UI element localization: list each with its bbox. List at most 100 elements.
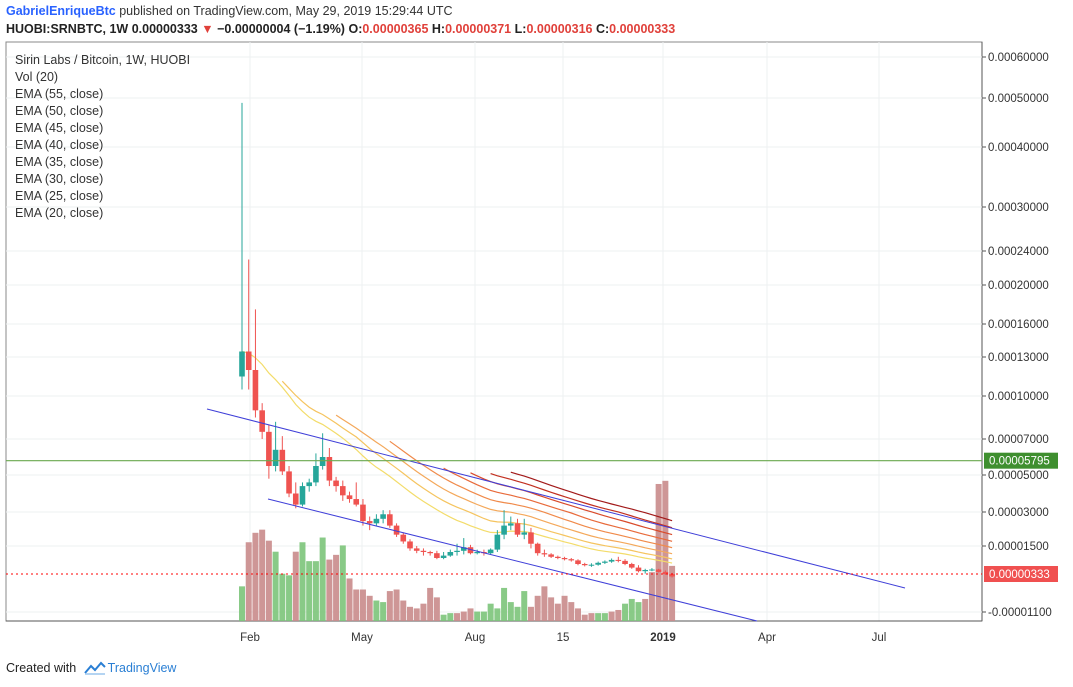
- legend-entry: EMA (25, close): [15, 189, 103, 203]
- y-tick-label: 0.00007000: [988, 434, 1049, 446]
- candle-body: [340, 486, 346, 496]
- x-tick-label: 2019: [650, 632, 676, 644]
- volume-bar: [326, 559, 333, 621]
- chart-title: Sirin Labs / Bitcoin, 1W, HUOBI: [15, 53, 190, 67]
- volume-bar: [588, 613, 595, 621]
- candle-body: [259, 410, 265, 432]
- change-value: −0.00000004 (−1.19%): [217, 22, 345, 36]
- open-value: 0.00000365: [362, 22, 429, 36]
- level-price-label: 0.00005795: [989, 456, 1050, 468]
- symbol-info: HUOBI:SRNBTC, 1W 0.00000333 ▼ −0.0000000…: [6, 22, 675, 36]
- ema-55-line: [510, 471, 673, 522]
- volume-bar: [286, 575, 293, 621]
- candle-body: [407, 541, 413, 549]
- legend-entry: EMA (45, close): [15, 121, 103, 135]
- volume-bar: [501, 587, 508, 621]
- candle-body: [440, 555, 447, 558]
- y-tick-label: 0.00020000: [988, 280, 1049, 292]
- volume-bar: [581, 614, 588, 621]
- candle-body: [346, 495, 353, 500]
- volume-bar: [521, 591, 528, 621]
- candle-body: [514, 523, 521, 535]
- volume-bar: [292, 551, 299, 621]
- volume-bar: [447, 613, 454, 621]
- high-label: H:: [431, 22, 446, 36]
- candle-body: [292, 493, 299, 505]
- volume-bar: [527, 606, 534, 621]
- candle-body: [319, 457, 326, 466]
- volume-bar: [548, 597, 555, 621]
- candle-body: [373, 518, 380, 524]
- candle-body: [555, 556, 561, 558]
- y-tick-label: -0.00001100: [988, 607, 1052, 619]
- volume-bar: [454, 613, 461, 621]
- volume-bar: [480, 611, 487, 621]
- author-link[interactable]: GabrielEnriqueBtc: [6, 4, 116, 18]
- y-tick-label: 0.00003000: [988, 507, 1049, 519]
- candle-body: [655, 569, 662, 572]
- volume-bar: [507, 602, 514, 621]
- volume-bar: [239, 586, 245, 621]
- volume-bar: [628, 598, 635, 621]
- change-down-icon: ▼: [201, 22, 214, 36]
- candle-body: [548, 554, 554, 557]
- y-tick-label: 0.00013000: [988, 352, 1049, 364]
- close-value: 0.00000333: [609, 22, 676, 36]
- tradingview-link[interactable]: TradingView: [107, 661, 177, 675]
- volume-bar: [534, 595, 541, 621]
- candle-body: [508, 523, 514, 526]
- candle-body: [266, 431, 272, 466]
- candle-body: [622, 560, 628, 564]
- volume-bar: [514, 606, 521, 621]
- volume-bar: [655, 483, 662, 621]
- y-tick-label: 0.00001500: [988, 541, 1049, 553]
- volume-bar: [359, 589, 366, 621]
- legend-entry: EMA (35, close): [15, 155, 103, 169]
- volume-bar: [420, 603, 427, 621]
- volume-bar: [306, 561, 313, 621]
- volume-bar: [413, 608, 420, 621]
- volume-bar: [601, 613, 608, 621]
- candle-body: [662, 571, 669, 575]
- volume-bar: [319, 537, 326, 621]
- candle-body: [333, 480, 339, 487]
- candle-body: [447, 551, 454, 556]
- volume-bar: [245, 542, 252, 621]
- low-value: 0.00000316: [526, 22, 593, 36]
- candle-body: [306, 482, 312, 487]
- legend-entry: EMA (40, close): [15, 138, 103, 152]
- footer: Created with TradingView: [6, 661, 176, 675]
- y-tick-label: 0.00010000: [988, 391, 1049, 403]
- y-tick-label: 0.00060000: [988, 52, 1049, 64]
- x-tick-label: Apr: [758, 632, 776, 644]
- volume-bar: [252, 532, 259, 621]
- level-price-tag: [984, 452, 1058, 469]
- volume-bar: [433, 597, 440, 621]
- x-tick-label: Feb: [240, 632, 260, 644]
- volume-bar: [373, 600, 380, 621]
- candle-body: [413, 548, 420, 551]
- legend-entry: Vol (20): [15, 70, 58, 84]
- candle-body: [366, 521, 373, 524]
- volume-bar: [635, 602, 642, 621]
- y-tick-label: 0.00016000: [988, 319, 1049, 331]
- candle-body: [534, 543, 541, 554]
- candle-body: [252, 370, 259, 411]
- plot-area: [5, 41, 983, 622]
- volume-bar: [279, 573, 286, 621]
- candle-body: [588, 564, 595, 566]
- candle-body: [353, 499, 360, 505]
- volume-bar: [642, 598, 649, 621]
- volume-bar: [541, 586, 548, 621]
- legend-entry: EMA (30, close): [15, 172, 103, 186]
- volume-bar: [407, 606, 413, 621]
- low-label: L:: [514, 22, 527, 36]
- candle-body: [326, 457, 333, 481]
- created-with-text: Created with: [6, 661, 77, 675]
- legend-entry: EMA (50, close): [15, 104, 103, 118]
- candle-body: [420, 550, 427, 552]
- x-tick-label: Aug: [465, 632, 485, 644]
- candle-body: [501, 525, 507, 535]
- symbol-name: HUOBI:SRNBTC, 1W: [6, 22, 129, 36]
